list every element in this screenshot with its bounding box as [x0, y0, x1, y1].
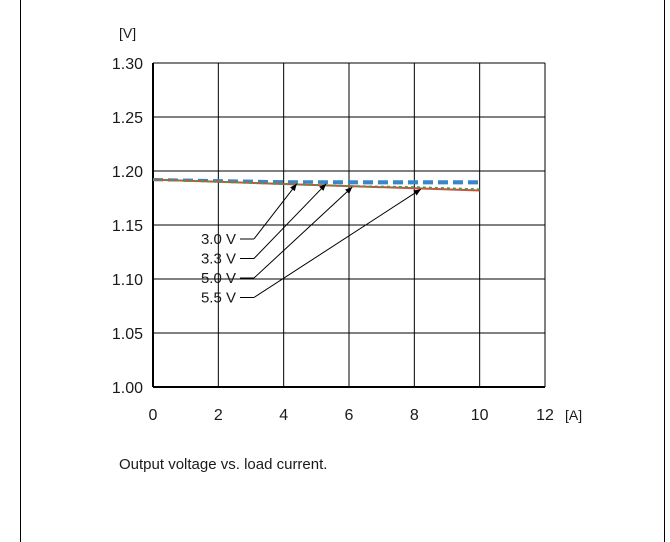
y-tick-label: 1.25	[112, 110, 143, 127]
y-tick-label: 1.05	[112, 326, 143, 343]
x-tick-label: 6	[345, 407, 354, 424]
annotation-label: 5.5 V	[201, 290, 236, 307]
series-line-5-5-v	[152, 178, 480, 191]
annotation-arrowhead	[413, 189, 421, 196]
annotation-arrowhead	[290, 183, 297, 192]
annotation-label: 5.0 V	[201, 270, 236, 287]
annotation-leader	[253, 183, 298, 240]
annotation-leader	[253, 183, 327, 259]
figure-caption: Output voltage vs. load current.	[119, 456, 328, 473]
annotation-leader	[253, 188, 422, 298]
y-axis-label: [V]	[119, 25, 136, 41]
x-tick-label: 2	[214, 407, 223, 424]
x-tick-label: 0	[149, 407, 158, 424]
x-tick-label: 8	[410, 407, 419, 424]
y-tick-label: 1.00	[112, 380, 143, 397]
y-tick-label: 1.15	[112, 218, 143, 235]
annotation-label: 3.0 V	[201, 231, 236, 248]
y-tick-label: 1.20	[112, 164, 143, 181]
x-tick-label: 10	[471, 407, 489, 424]
y-tick-label: 1.10	[112, 272, 143, 289]
y-tick-label: 1.30	[112, 56, 143, 73]
annotation-leader	[253, 186, 353, 279]
annotation-arrowhead	[345, 187, 353, 194]
x-tick-label: 4	[279, 407, 288, 424]
x-axis-label: [A]	[565, 407, 582, 423]
figure-frame	[20, 0, 665, 542]
x-tick-label: 12	[536, 407, 554, 424]
annotation-arrowhead	[319, 183, 327, 191]
annotation-label: 3.3 V	[201, 251, 236, 268]
